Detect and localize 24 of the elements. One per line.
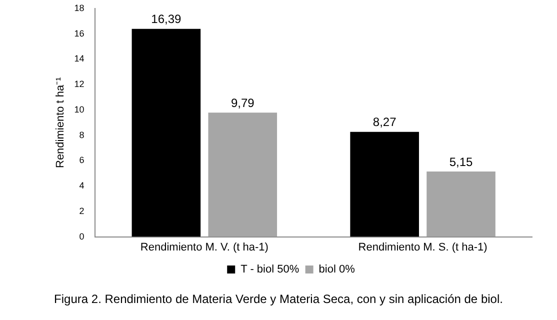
bar bbox=[208, 112, 278, 237]
y-tick-label: 10 bbox=[74, 104, 84, 114]
y-tick-label: 0 bbox=[79, 231, 84, 242]
y-tick-label: 16 bbox=[74, 28, 84, 38]
y-axis-title: Rendimiento t ha⁻¹ bbox=[54, 76, 67, 168]
legend-label: T - biol 50% bbox=[240, 264, 300, 276]
y-tick-label: 12 bbox=[74, 79, 84, 90]
y-tick-label: 14 bbox=[74, 54, 84, 64]
x-tick-label: Rendimiento M. V. (t ha-1) bbox=[140, 241, 268, 254]
data-label: 5,15 bbox=[449, 154, 474, 169]
data-label: 9,79 bbox=[230, 96, 255, 110]
y-tick-label: 8 bbox=[79, 130, 84, 140]
x-tick-label: Rendimiento M. S. (t ha-1) bbox=[358, 241, 488, 254]
y-tick-label: 6 bbox=[79, 155, 84, 166]
y-tick-label: 4 bbox=[79, 180, 84, 191]
data-label: 8,27 bbox=[372, 115, 397, 130]
y-tick-label: 18 bbox=[74, 2, 84, 13]
text: Figura 2. Rendimiento de Materia Verde y Materia Seca, con y sin aplicación de biol. bbox=[53, 292, 504, 306]
bar bbox=[132, 28, 201, 237]
bar bbox=[426, 171, 496, 237]
bar bbox=[350, 132, 419, 237]
y-tick-label: 2 bbox=[79, 206, 84, 216]
legend-label: biol 0% bbox=[318, 264, 356, 276]
data-label: 16,39 bbox=[151, 12, 182, 26]
